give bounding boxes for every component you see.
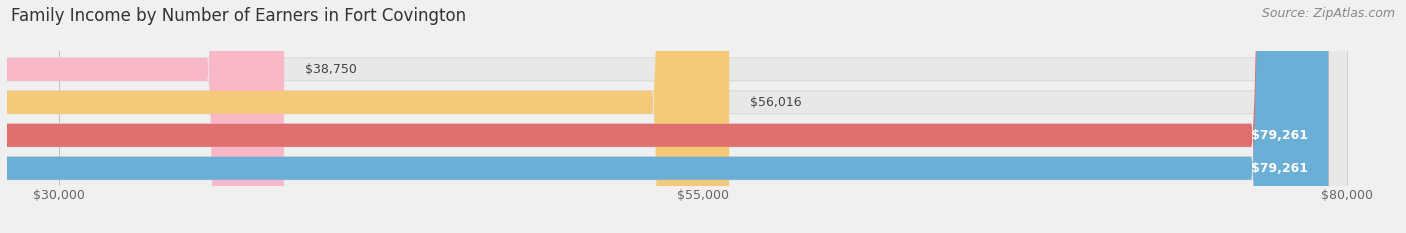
Text: Family Income by Number of Earners in Fort Covington: Family Income by Number of Earners in Fo… bbox=[11, 7, 467, 25]
Text: $38,750: $38,750 bbox=[305, 63, 357, 76]
Text: $79,261: $79,261 bbox=[1251, 129, 1308, 142]
FancyBboxPatch shape bbox=[0, 0, 284, 233]
Text: Source: ZipAtlas.com: Source: ZipAtlas.com bbox=[1261, 7, 1395, 20]
FancyBboxPatch shape bbox=[0, 0, 1347, 233]
FancyBboxPatch shape bbox=[0, 0, 1347, 233]
FancyBboxPatch shape bbox=[0, 0, 1329, 233]
Text: $56,016: $56,016 bbox=[749, 96, 801, 109]
FancyBboxPatch shape bbox=[0, 0, 730, 233]
FancyBboxPatch shape bbox=[0, 0, 1347, 233]
FancyBboxPatch shape bbox=[0, 0, 1329, 233]
FancyBboxPatch shape bbox=[0, 0, 1347, 233]
Text: $79,261: $79,261 bbox=[1251, 162, 1308, 175]
